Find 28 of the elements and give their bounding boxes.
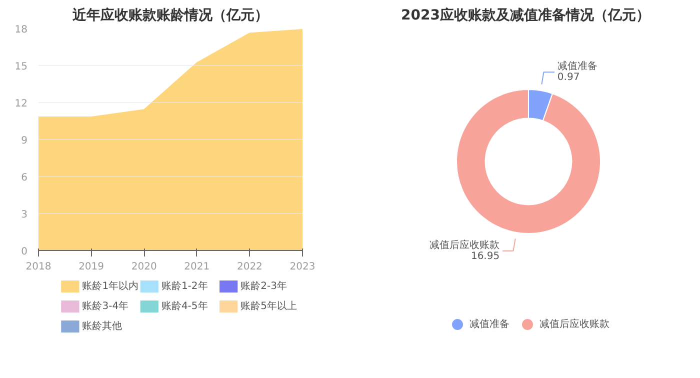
legend-label: 账龄3-4年 (82, 300, 129, 312)
y-tick-label: 3 (21, 210, 28, 220)
chart-title: 2023应收账款及减值准备情况（亿元） (401, 6, 650, 24)
y-tick-label: 18 (14, 24, 28, 36)
legend-label: 账龄1年以内 (82, 280, 139, 292)
data-label: 0.97 (557, 72, 580, 84)
y-tick-label: 12 (14, 98, 28, 110)
x-tick-label: 2021 (184, 262, 210, 272)
x-tick-label: 2018 (26, 262, 52, 272)
slice-label: 减值准备 (557, 60, 598, 72)
legend-label: 账龄2-3年 (240, 280, 287, 292)
slice-label: 减值后应收账款 (430, 238, 500, 251)
legend-label: 账龄1-2年 (161, 280, 208, 292)
data-label: 16.95 (470, 250, 500, 262)
legend-label: 减值准备 (470, 318, 510, 330)
chart-title: 近年应收账款账龄情况（亿元） (72, 6, 268, 24)
y-tick-label: 0 (21, 246, 28, 258)
legend-label: 账龄5年以上 (240, 300, 298, 312)
legend-label: 减值后应收账款 (540, 318, 610, 330)
y-tick-label: 9 (21, 136, 28, 146)
x-tick-label: 2023 (290, 262, 316, 272)
legend-label: 账龄4-5年 (161, 300, 208, 312)
y-tick-label: 6 (21, 172, 28, 184)
legend-label: 账龄其他 (82, 320, 122, 332)
x-tick-label: 2022 (236, 262, 262, 272)
y-tick-label: 15 (14, 62, 28, 72)
x-tick-label: 2020 (131, 262, 157, 272)
x-tick-label: 2019 (78, 262, 104, 272)
